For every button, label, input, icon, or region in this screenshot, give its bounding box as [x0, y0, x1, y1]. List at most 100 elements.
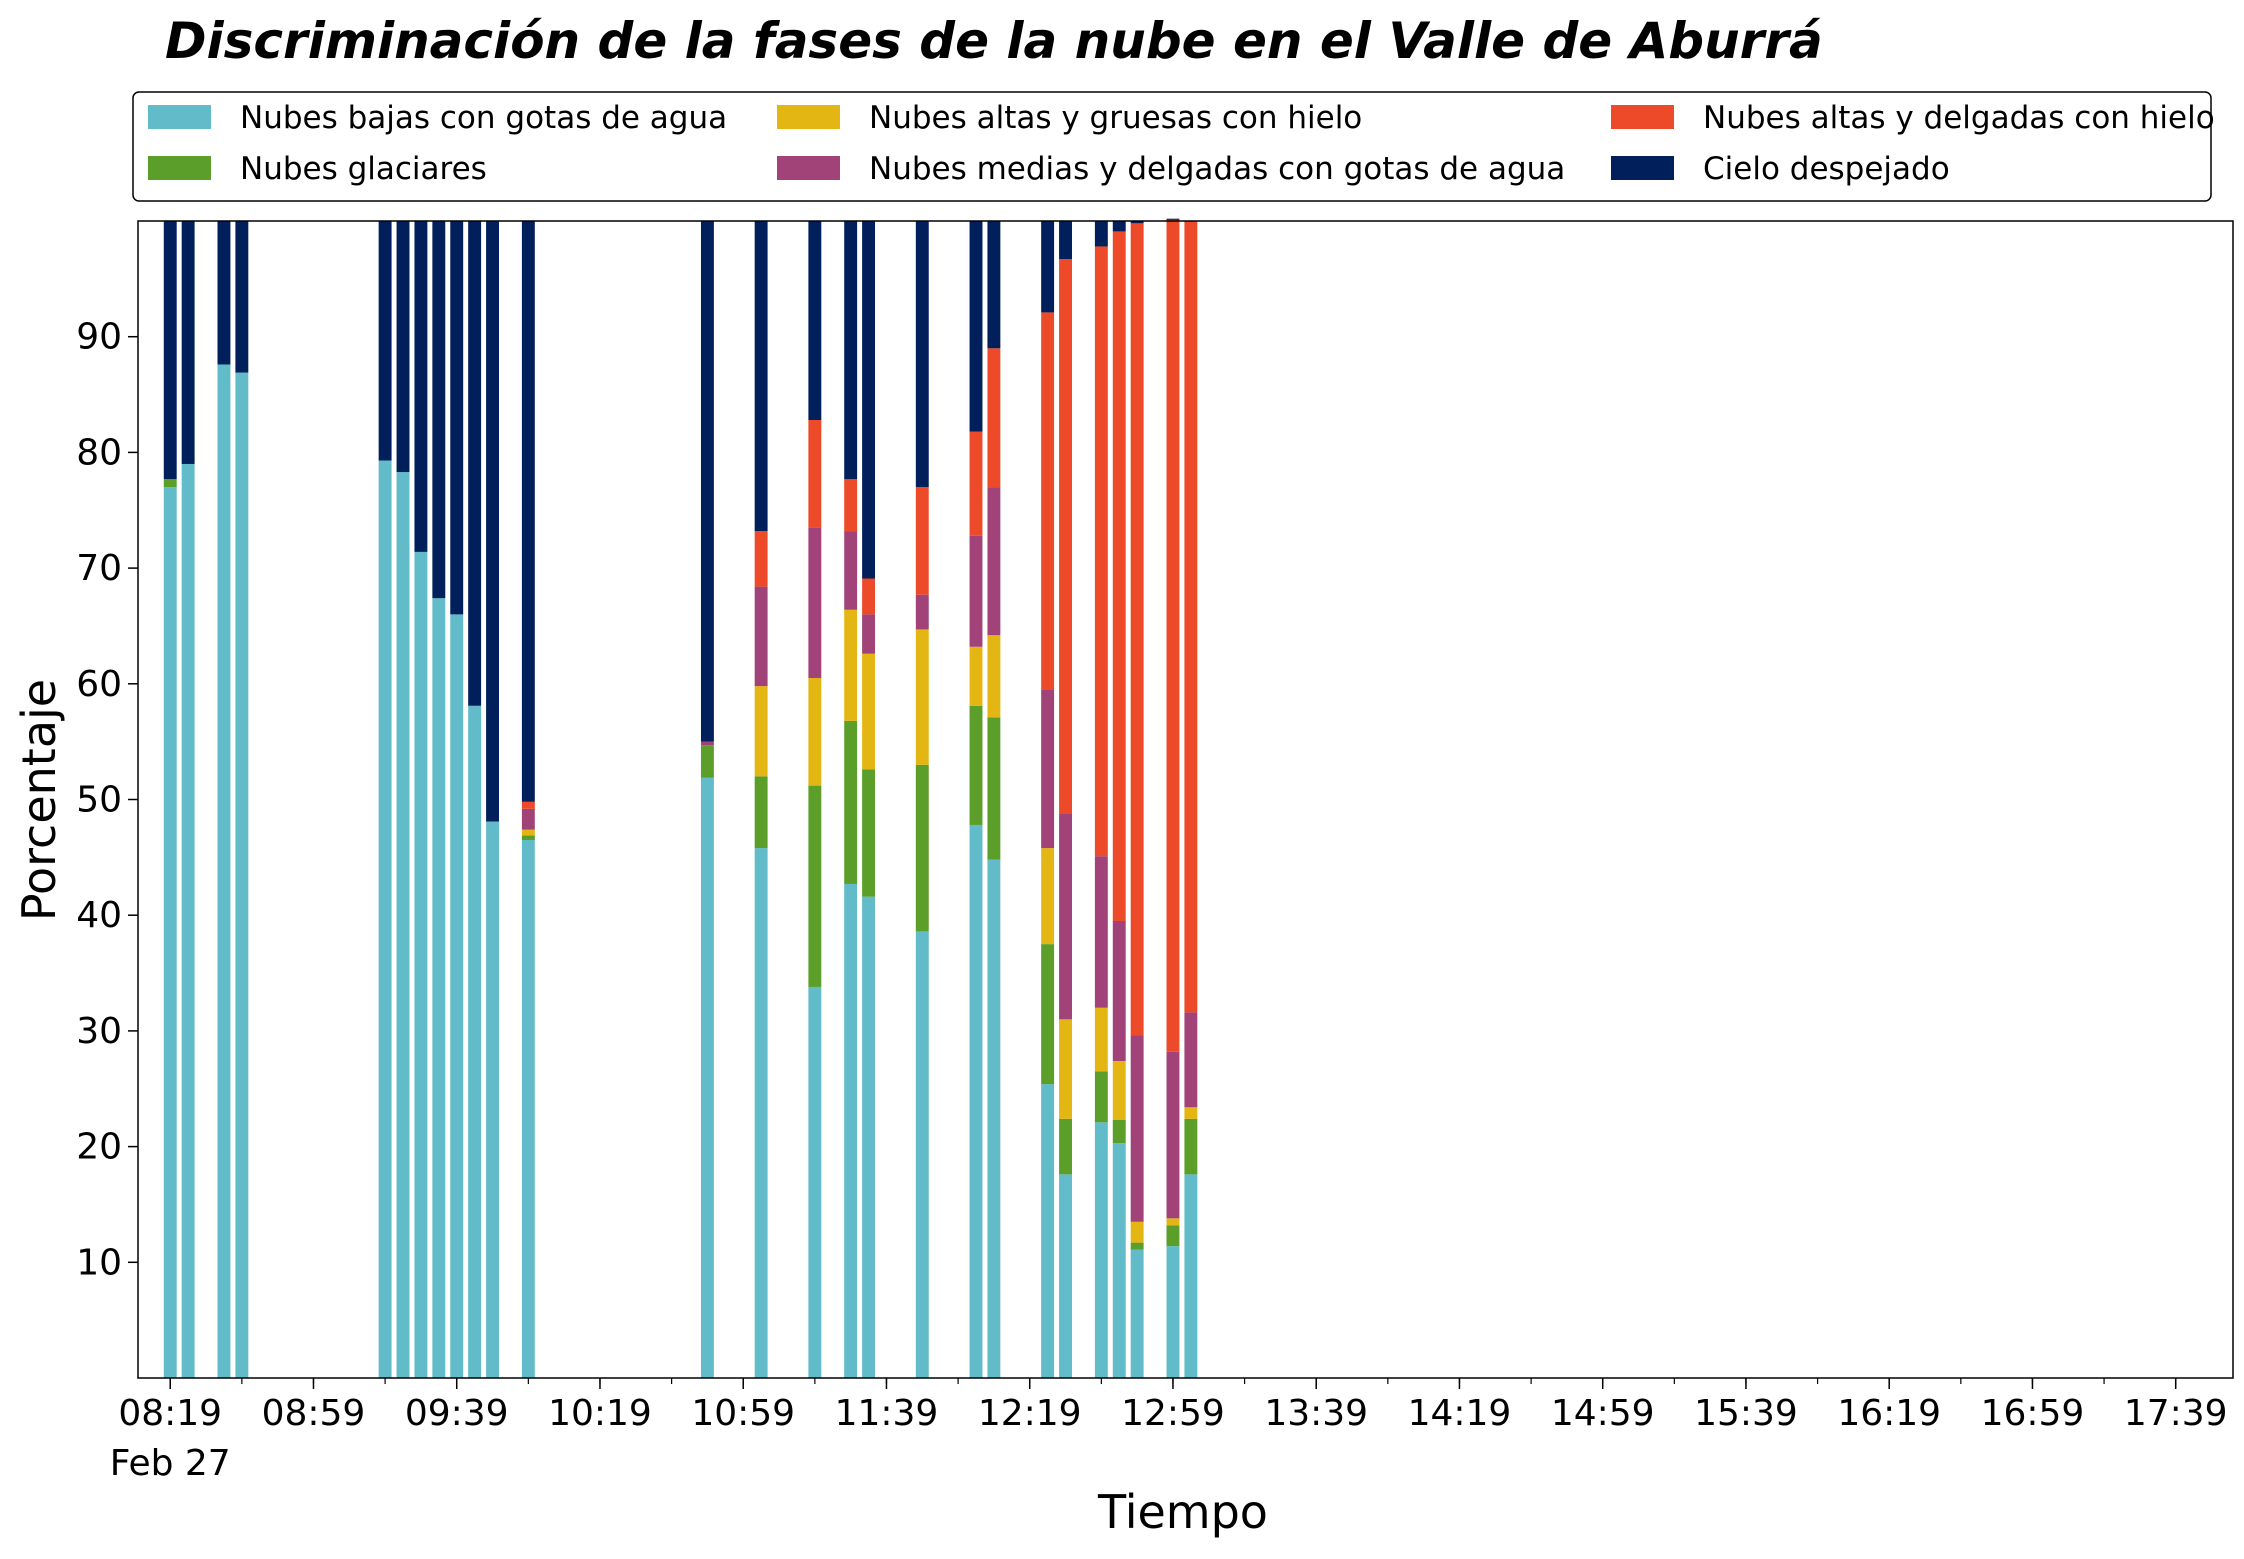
bar-segment-0959-s0 — [521, 840, 535, 1378]
bar-segment-1209-s3 — [987, 487, 1001, 636]
legend-swatch — [777, 105, 840, 129]
bar-segment-1129-s2 — [844, 609, 858, 721]
y-tick-label: 40 — [76, 895, 122, 936]
legend-label: Nubes altas y gruesas con hielo — [869, 100, 1362, 136]
x-tick-label: 17:39 — [2124, 1393, 2228, 1434]
bar-segment-1209-s1 — [987, 717, 1001, 860]
bar-segment-1224-s1 — [1041, 944, 1055, 1085]
bar-segment-1304-s3 — [1184, 1012, 1198, 1108]
bar-segment-1149-s0 — [915, 931, 929, 1378]
bar-segment-1119-s2 — [808, 678, 822, 786]
bar-segment-0959-s4 — [521, 801, 535, 809]
legend-label: Cielo despejado — [1703, 151, 1950, 187]
x-tick-label: 08:59 — [262, 1393, 366, 1434]
bar-segment-1134-s2 — [862, 653, 876, 770]
y-tick-label: 50 — [76, 780, 122, 821]
bar-segment-1119-s1 — [808, 785, 822, 987]
bar-segment-1249-s5 — [1130, 221, 1144, 224]
bar-segment-1149-s5 — [915, 221, 929, 488]
bar-segment-0934-s5 — [432, 221, 446, 599]
y-tick-label: 70 — [76, 548, 122, 589]
bar-segment-0824-s5 — [181, 221, 195, 464]
bar-segment-1104-s0 — [754, 848, 768, 1378]
bar-segment-1239-s5 — [1094, 221, 1108, 247]
x-tick-label: 15:39 — [1694, 1393, 1798, 1434]
bar-segment-1129-s5 — [844, 221, 858, 480]
bar-segment-1244-s4 — [1112, 231, 1126, 921]
bar-segment-1119-s5 — [808, 221, 822, 420]
x-tick-label: 12:19 — [978, 1393, 1082, 1434]
legend-label: Nubes medias y delgadas con gotas de agu… — [869, 151, 1565, 187]
bar-segment-1149-s1 — [915, 764, 929, 932]
x-tick-label: 09:39 — [405, 1393, 509, 1434]
bar-segment-1049-s1 — [700, 745, 714, 778]
bar-segment-1204-s1 — [969, 705, 983, 825]
bar-segment-1119-s3 — [808, 527, 822, 679]
x-tick-label: 08:19 — [118, 1393, 222, 1434]
bar-segment-0924-s5 — [396, 221, 410, 473]
bar-segment-0834-s5 — [217, 221, 231, 365]
bar-segment-1204-s4 — [969, 431, 983, 536]
bar-segment-1209-s5 — [987, 221, 1001, 349]
bar-segment-1244-s1 — [1112, 1119, 1126, 1144]
bar-segment-1244-s2 — [1112, 1060, 1126, 1120]
bar-segment-1229-s1 — [1059, 1118, 1072, 1175]
bar-segment-1224-s0 — [1041, 1084, 1055, 1378]
bar-segment-1304-s2 — [1184, 1107, 1198, 1119]
x-tick-label: 14:19 — [1408, 1393, 1512, 1434]
y-axis-label: Porcentaje — [12, 679, 66, 921]
bar-segment-1204-s5 — [969, 221, 983, 432]
bar-segment-1104-s5 — [754, 221, 768, 532]
bar-segment-1104-s3 — [754, 586, 768, 687]
bar-segment-1209-s4 — [987, 348, 1001, 488]
bar-segment-0819-s0 — [163, 487, 177, 1378]
bar-segment-1259-s1 — [1166, 1225, 1180, 1247]
chart-title: Discriminación de la fases de la nube en… — [165, 12, 1823, 70]
x-tick-sublabel: Feb 27 — [110, 1443, 231, 1484]
bar-segment-1229-s4 — [1059, 259, 1072, 814]
bar-segment-1304-s0 — [1184, 1174, 1198, 1378]
bar-segment-0944-s5 — [468, 221, 482, 706]
bar-segment-1239-s3 — [1094, 856, 1108, 1008]
bar-segment-1224-s3 — [1041, 689, 1055, 849]
bar-segment-1259-s2 — [1166, 1218, 1180, 1226]
axes: 10 20 30 40 50 60 70 80 90 08:19 Feb 27 08:59 09:39 1… — [76, 220, 2234, 1484]
y-tick-label: 30 — [76, 1011, 122, 1052]
bar-segment-0819-s1 — [163, 479, 177, 488]
bar-segment-1249-s2 — [1130, 1221, 1144, 1243]
bar-segment-0959-s3 — [521, 808, 535, 830]
bar-segment-0939-s0 — [450, 614, 464, 1378]
x-axis-label: Tiempo — [1097, 1485, 1268, 1539]
bar-segment-1259-s0 — [1166, 1246, 1180, 1378]
bar-segment-1204-s3 — [969, 535, 983, 647]
bar-segment-0919-s5 — [378, 221, 392, 461]
bar-segment-0924-s0 — [396, 472, 410, 1378]
legend-swatch — [148, 105, 211, 129]
x-tick-label: 11:39 — [835, 1393, 939, 1434]
bar-segment-1204-s0 — [969, 824, 983, 1378]
legend-swatch — [1611, 156, 1674, 180]
bar-segment-1104-s1 — [754, 776, 768, 849]
bar-segment-0959-s5 — [521, 221, 535, 802]
bar-segment-1224-s4 — [1041, 312, 1055, 690]
legend-label: Nubes altas y delgadas con hielo — [1703, 100, 2215, 136]
bar-segment-1249-s1 — [1130, 1242, 1144, 1250]
bar-segment-1239-s2 — [1094, 1007, 1108, 1072]
bar-segment-0949-s5 — [486, 221, 499, 822]
bar-segment-1229-s0 — [1059, 1174, 1072, 1378]
bar-segment-0919-s0 — [378, 460, 392, 1378]
bar-segment-1149-s4 — [915, 487, 929, 595]
bar-segment-1134-s4 — [862, 578, 876, 615]
bar-segment-1204-s2 — [969, 646, 983, 706]
bar-segment-1049-s3 — [700, 741, 714, 746]
x-tick-label: 14:59 — [1551, 1393, 1655, 1434]
legend-label: Nubes bajas con gotas de agua — [240, 100, 727, 136]
bar-segment-1224-s2 — [1041, 848, 1055, 945]
bar-segment-0839-s0 — [235, 372, 249, 1378]
bar-segment-1049-s5 — [700, 221, 714, 742]
bar-segment-1229-s2 — [1059, 1019, 1072, 1119]
bar-segment-0959-s1 — [521, 835, 535, 840]
legend-swatch — [1611, 105, 1674, 129]
legend: Nubes bajas con gotas de agua Nubes glaci… — [132, 91, 2215, 202]
